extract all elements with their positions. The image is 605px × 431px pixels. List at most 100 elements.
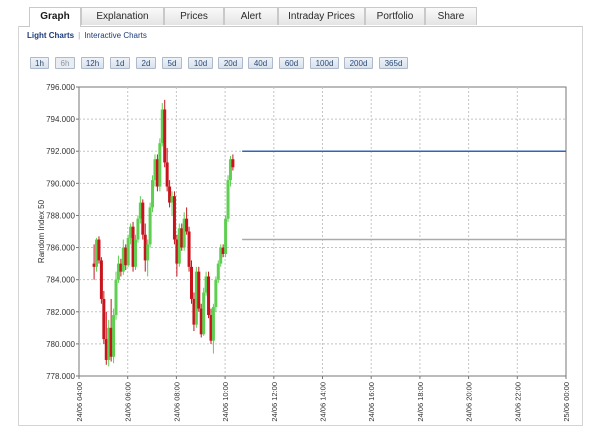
tab-explanation[interactable]: Explanation	[81, 7, 164, 25]
tab-bar: Graph Explanation Prices Alert Intraday …	[18, 7, 583, 27]
candle-body	[151, 180, 155, 208]
candle-up	[226, 175, 230, 222]
candle-body	[146, 244, 150, 261]
candle-up	[194, 266, 198, 328]
y-tick-label: 792.000	[46, 147, 75, 156]
candle-body	[182, 218, 186, 248]
candle-up	[95, 237, 99, 272]
light-charts-link[interactable]: Light Charts	[27, 31, 75, 40]
y-axis-label: Random Index 50	[37, 199, 46, 263]
candle-down	[187, 226, 191, 272]
range-button-2d[interactable]: 2d	[136, 57, 156, 69]
candle-body	[228, 159, 232, 181]
range-button-5d[interactable]: 5d	[162, 57, 182, 69]
range-button-6h: 6h	[55, 57, 75, 69]
candle-body	[102, 298, 106, 340]
y-tick-label: 790.000	[46, 179, 75, 188]
candle-body	[224, 218, 228, 254]
candle-up	[133, 234, 137, 271]
candle-up	[107, 319, 111, 367]
candle-body	[141, 202, 145, 235]
tab-intraday-prices[interactable]: Intraday Prices	[278, 7, 365, 25]
candle-up	[160, 103, 164, 147]
candle-body	[187, 231, 191, 267]
candle-down	[192, 292, 196, 332]
candle-down	[209, 308, 213, 344]
candle-down	[109, 298, 113, 362]
candle-body	[194, 271, 198, 325]
candle-body	[175, 239, 179, 264]
candle-down	[104, 311, 108, 365]
candle-down	[163, 99, 167, 168]
candle-body	[126, 237, 130, 266]
candle-up	[138, 196, 142, 224]
range-button-365d[interactable]: 365d	[379, 57, 408, 69]
candle-body	[168, 186, 172, 203]
candle-body	[136, 218, 140, 240]
candle-body	[221, 247, 225, 254]
candle-body	[165, 162, 169, 187]
tab-graph[interactable]: Graph	[29, 7, 81, 27]
candle-down	[92, 244, 96, 280]
range-button-200d[interactable]: 200d	[344, 57, 373, 69]
candle-up	[153, 154, 157, 187]
candle-down	[207, 271, 211, 319]
x-tick-label: 24/06 16:00	[367, 382, 376, 422]
candle-body	[114, 279, 118, 315]
candle-down	[185, 207, 189, 235]
range-button-40d[interactable]: 40d	[248, 57, 273, 69]
candle-down	[155, 154, 159, 192]
candle-up	[112, 308, 116, 364]
candle-body	[112, 314, 116, 357]
range-button-20d[interactable]: 20d	[218, 57, 243, 69]
candle-up	[158, 138, 162, 192]
candle-body	[131, 226, 135, 267]
tab-alert[interactable]: Alert	[224, 7, 278, 25]
candle-body	[153, 159, 157, 181]
candle-up	[228, 156, 232, 187]
interactive-charts-link[interactable]: Interactive Charts	[84, 31, 147, 40]
graph-panel	[18, 26, 583, 426]
x-tick-label: 24/06 22:00	[513, 382, 522, 422]
chart-type-nav: Light Charts | Interactive Charts	[27, 31, 147, 40]
x-tick-label: 24/06 14:00	[319, 382, 328, 422]
candle-body	[97, 239, 101, 261]
range-button-100d[interactable]: 100d	[310, 57, 339, 69]
x-tick-label: 24/06 08:00	[172, 382, 181, 422]
candle-down	[180, 223, 184, 251]
candle-body	[207, 276, 211, 315]
tab-prices[interactable]: Prices	[164, 7, 224, 25]
range-button-1h[interactable]: 1h	[30, 57, 49, 69]
candle-body	[143, 234, 147, 261]
candle-up	[224, 215, 228, 258]
tab-share[interactable]: Share	[425, 7, 477, 25]
candle-body	[92, 263, 96, 267]
candle-body	[180, 228, 184, 248]
candle-down	[124, 244, 128, 271]
x-tick-label: 24/06 12:00	[270, 382, 279, 422]
tab-portfolio[interactable]: Portfolio	[365, 7, 425, 25]
candle-up	[177, 223, 181, 267]
candle-up	[214, 276, 218, 312]
candle-body	[155, 159, 159, 187]
candle-up	[202, 287, 206, 336]
range-button-1d[interactable]: 1d	[110, 57, 130, 69]
candle-up	[204, 271, 208, 296]
candle-body	[99, 260, 103, 299]
candle-body	[226, 180, 230, 219]
candle-up	[129, 223, 133, 245]
nav-separator: |	[78, 31, 81, 40]
candle-body	[170, 196, 174, 203]
candle-body	[185, 218, 189, 232]
y-tick-label: 782.000	[46, 308, 75, 317]
candle-up	[211, 303, 215, 354]
range-button-12h[interactable]: 12h	[81, 57, 104, 69]
range-button-60d[interactable]: 60d	[279, 57, 304, 69]
y-tick-label: 786.000	[46, 244, 75, 253]
candle-body	[219, 247, 223, 264]
range-button-10d[interactable]: 10d	[188, 57, 213, 69]
candle-body	[209, 314, 213, 341]
y-tick-label: 780.000	[46, 340, 75, 349]
x-tick-label: 24/06 20:00	[465, 382, 474, 422]
